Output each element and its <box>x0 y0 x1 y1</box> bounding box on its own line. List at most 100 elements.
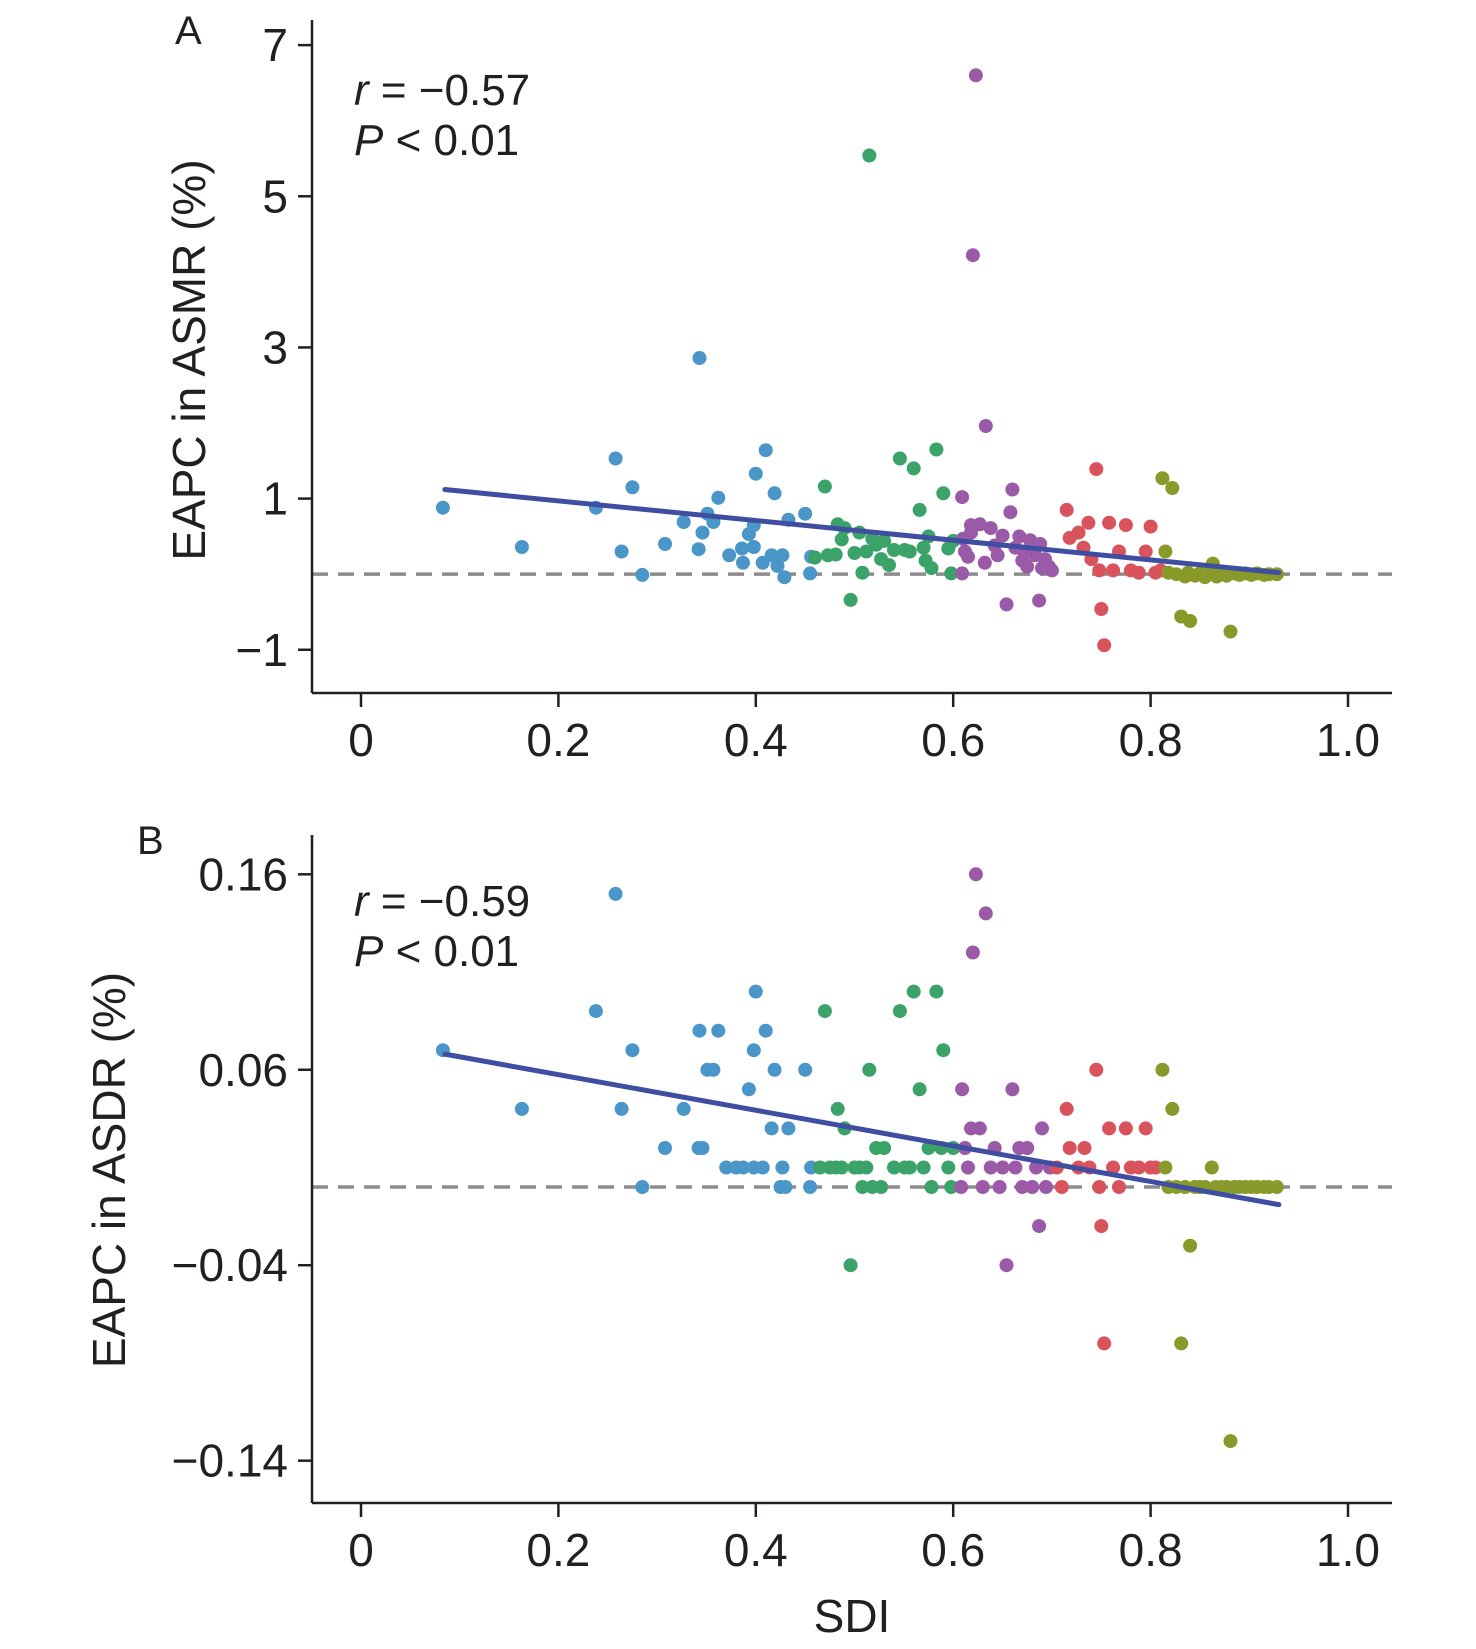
panel-b-point-green <box>929 984 944 999</box>
panel-b-point-blue <box>764 1121 779 1136</box>
panel-b-point-blue <box>676 1101 691 1116</box>
panel-a-point-green <box>828 547 843 562</box>
panel-a-x-tick-label: 1.0 <box>1316 714 1380 766</box>
panel-a-x-tick-label: 0.8 <box>1119 714 1183 766</box>
panel-a-point-olive <box>1158 544 1173 559</box>
panel-b: B 0.16 0.06 −0.04 −0.14 0 0.2 0.4 0.6 0.8 1.0 EAP… <box>83 819 1392 1642</box>
panel-a-point-green <box>882 558 896 573</box>
panel-b-y-tick-label: 0.06 <box>198 1044 288 1096</box>
panel-a-p-symbol: P <box>354 116 384 165</box>
panel-a-point-green <box>892 451 907 466</box>
panel-b-letter: B <box>137 819 164 863</box>
panel-a-y-axis-label: EAPC in ASMR (%) <box>163 159 215 560</box>
panel-a-point-green <box>847 546 862 560</box>
panel-b-point-green <box>855 1180 870 1194</box>
panel-a-point-purple <box>964 525 978 540</box>
panel-b-point-olive <box>1155 1062 1170 1077</box>
panel-a-point-olive <box>1155 471 1170 486</box>
panel-a-point-purple <box>1032 593 1047 608</box>
panel-a-point-green <box>855 565 870 580</box>
panel-b-point-purple <box>995 1160 1010 1175</box>
panel-a-point-purple <box>990 548 1005 563</box>
panel-a-point-blue <box>514 540 529 554</box>
panel-b-point-green <box>887 1160 901 1175</box>
panel-a-point-blue <box>692 351 707 365</box>
panel-a-point-red <box>1106 563 1121 578</box>
panel-b-point-blue <box>781 1121 796 1136</box>
panel-b-point-red <box>1148 1160 1163 1175</box>
panel-a-point-blue <box>435 500 450 515</box>
panel-a-point-red <box>1081 515 1096 530</box>
panel-b-point-red <box>1102 1121 1117 1136</box>
panel-a-point-blue <box>625 480 640 495</box>
panel-b-p-statistic: P < 0.01 <box>354 927 519 976</box>
panel-b-point-green <box>862 1062 877 1077</box>
panel-b-y-tick-label: −0.04 <box>172 1239 288 1291</box>
panel-b-point-red <box>1131 1160 1146 1175</box>
panel-a-point-blue <box>767 486 782 501</box>
panel-b-point-blue <box>695 1141 710 1155</box>
panel-a-point-blue <box>658 537 672 551</box>
panel-a-y-tick-label: 5 <box>262 170 288 222</box>
panel-b-point-green <box>813 1160 827 1175</box>
panel-a-y-tick-label: −1 <box>236 624 288 676</box>
panel-a-x-tick-label: 0 <box>348 714 374 766</box>
panel-b-point-blue <box>736 1160 750 1175</box>
panel-b-x-tick-label: 0 <box>348 1524 374 1576</box>
panel-a-point-red <box>1071 525 1086 540</box>
panel-b-point-purple <box>955 1082 970 1097</box>
panel-b-x-tick-label: 0.8 <box>1119 1524 1183 1576</box>
panel-a-marks <box>312 68 1392 653</box>
panel-a-x-tick-label: 0.6 <box>921 714 985 766</box>
panel-b-x-tick-label: 0.4 <box>724 1524 788 1576</box>
panel-a-point-green <box>902 544 917 559</box>
panel-a-point-red <box>1118 518 1133 533</box>
panel-b-point-olive <box>1165 1101 1180 1116</box>
panel-b-point-purple <box>983 1160 998 1175</box>
panel-b-point-purple <box>975 1180 990 1194</box>
panel-b-point-blue <box>608 886 623 901</box>
panel-b-point-purple <box>1032 1219 1047 1234</box>
panel-a-point-blue <box>764 548 779 563</box>
panel-b-point-blue <box>746 1043 761 1058</box>
panel-b-point-olive <box>1204 1160 1219 1175</box>
panel-b-point-green <box>859 1160 874 1175</box>
panel-b-x-tick-label: 0.6 <box>921 1524 985 1576</box>
panel-a-point-blue <box>676 515 691 529</box>
panel-a-y-tick-label: 7 <box>262 19 288 71</box>
panel-b-point-purple <box>1005 1082 1020 1097</box>
panel-a-point-green <box>859 544 874 559</box>
panel-a-point-purple <box>972 517 987 532</box>
panel-b-point-green <box>874 1180 889 1194</box>
panel-b-y-axis-label: EAPC in ASDR (%) <box>83 972 135 1368</box>
panel-a-point-red <box>1059 502 1074 517</box>
panel-a-point-red <box>1094 602 1109 616</box>
panel-a-point-blue <box>608 451 623 466</box>
panel-b-point-olive <box>1269 1180 1284 1194</box>
panel-b-point-olive <box>1183 1238 1198 1253</box>
panel-a-point-green <box>924 561 939 576</box>
panel-b-point-red <box>1062 1141 1077 1155</box>
panel-b-point-green <box>830 1101 845 1116</box>
panel-a-point-green <box>887 543 901 557</box>
panel-b-point-blue <box>798 1062 813 1077</box>
panel-b-point-blue <box>658 1141 672 1155</box>
panel-a-point-blue <box>736 555 750 570</box>
panel-b-point-red <box>1059 1101 1074 1116</box>
panel-a-point-blue <box>614 544 629 559</box>
panel-a-point-purple <box>965 248 980 263</box>
panel-a-point-red <box>1089 462 1104 477</box>
panel-b-point-purple <box>992 1180 1007 1194</box>
panel-b-point-red <box>1112 1180 1126 1194</box>
panel-a-point-green <box>916 540 931 555</box>
panel-a-point-purple <box>983 521 998 536</box>
panel-a: A 7 5 3 1 −1 0 0.2 0.4 0.6 0.8 1.0 EAPC in ASMR (%… <box>163 9 1392 766</box>
panel-a-point-purple <box>1005 482 1020 497</box>
panel-b-x-tick-label: 0.2 <box>526 1524 590 1576</box>
panel-b-p-value: < 0.01 <box>383 927 519 976</box>
panel-a-ticks: 7 5 3 1 −1 0 0.2 0.4 0.6 0.8 1.0 <box>236 19 1380 766</box>
panel-b-point-olive <box>1223 1434 1238 1449</box>
panel-b-point-blue <box>614 1101 629 1116</box>
panel-b-point-red <box>1118 1121 1133 1136</box>
panel-b-point-blue <box>755 1160 770 1175</box>
